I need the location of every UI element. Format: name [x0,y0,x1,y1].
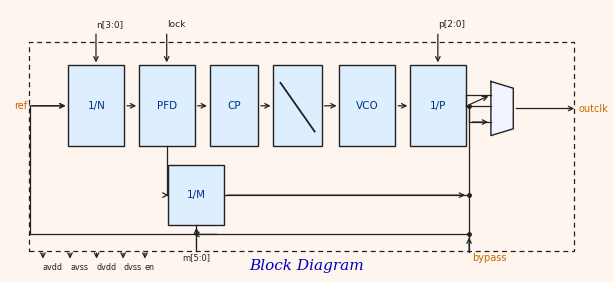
Bar [139,65,195,146]
Text: avdd: avdd [43,263,63,272]
Text: m[5:0]: m[5:0] [182,253,211,262]
Polygon shape [491,81,513,136]
Text: ref: ref [14,101,27,111]
Text: en: en [145,263,155,272]
Bar [340,65,395,146]
Text: lock: lock [167,20,185,29]
Text: outclk: outclk [579,103,608,114]
Text: avss: avss [70,263,88,272]
Text: 1/M: 1/M [187,190,206,200]
Bar [29,42,574,251]
Text: VCO: VCO [356,101,379,111]
Text: PFD: PFD [157,101,177,111]
Bar [410,65,466,146]
Text: n[3:0]: n[3:0] [96,20,123,29]
Text: dvss: dvss [123,263,141,272]
Text: Block Diagram: Block Diagram [250,259,364,272]
Text: 1/P: 1/P [430,101,446,111]
Bar [68,65,124,146]
Text: bypass: bypass [472,253,507,263]
Text: p[2:0]: p[2:0] [438,20,465,29]
Text: 1/N: 1/N [87,101,105,111]
Text: dvdd: dvdd [96,263,117,272]
Bar [273,65,322,146]
Bar [168,165,225,225]
Text: CP: CP [227,101,241,111]
Bar [210,65,258,146]
